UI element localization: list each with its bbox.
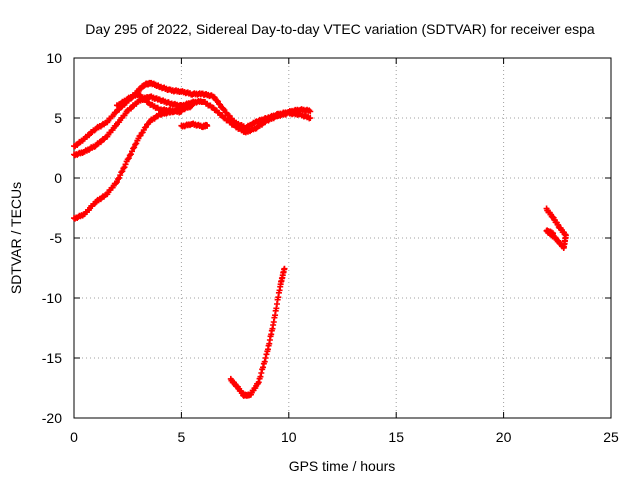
x-axis-label: GPS time / hours xyxy=(289,458,396,474)
data-point xyxy=(260,364,267,371)
y-tick-label: -5 xyxy=(50,230,63,246)
series-trace-f xyxy=(227,265,288,399)
y-tick-label: 5 xyxy=(54,110,62,126)
data-point xyxy=(124,156,131,163)
x-tick-label: 10 xyxy=(281,429,297,445)
data-points xyxy=(71,79,569,399)
data-point xyxy=(116,174,123,181)
data-point xyxy=(263,351,270,358)
x-tick-label: 25 xyxy=(603,429,619,445)
data-point xyxy=(131,144,138,151)
data-point xyxy=(119,168,126,175)
grid xyxy=(74,58,611,418)
data-point xyxy=(257,373,264,380)
data-point xyxy=(115,176,122,183)
data-point xyxy=(130,145,137,152)
data-point xyxy=(120,165,127,172)
y-tick-label: -20 xyxy=(42,410,62,426)
data-point xyxy=(122,161,129,168)
data-point xyxy=(117,172,124,179)
data-point xyxy=(132,141,139,148)
data-point xyxy=(121,164,128,171)
y-tick-label: -15 xyxy=(42,350,62,366)
data-point xyxy=(306,107,313,114)
x-tick-label: 5 xyxy=(178,429,186,445)
data-point xyxy=(125,155,132,162)
data-point xyxy=(261,358,268,365)
data-point xyxy=(204,122,211,129)
series-trace-g xyxy=(543,205,569,251)
data-point xyxy=(258,370,265,376)
y-tick-label: -10 xyxy=(42,290,62,306)
data-point xyxy=(262,355,269,361)
data-point xyxy=(118,169,125,176)
axis-ticks: 0 5 10 15 20 25 -20 -15 -10 -5 0 5 10 xyxy=(42,50,619,445)
data-point xyxy=(255,379,262,386)
data-point xyxy=(188,103,195,110)
data-point xyxy=(127,151,134,158)
y-axis-label: SDTVAR / TECUs xyxy=(8,182,24,294)
data-point xyxy=(307,108,314,115)
series-trace-d xyxy=(178,120,211,131)
data-point xyxy=(133,140,140,147)
y-tick-label: 0 xyxy=(54,170,62,186)
data-point xyxy=(307,115,314,121)
x-tick-label: 0 xyxy=(70,429,78,445)
data-point xyxy=(113,178,120,185)
data-point xyxy=(550,230,557,237)
data-point xyxy=(126,152,133,159)
x-tick-label: 15 xyxy=(388,429,404,445)
chart-title: Day 295 of 2022, Sidereal Day-to-day VTE… xyxy=(85,21,595,37)
data-point xyxy=(189,102,196,109)
x-tick-label: 20 xyxy=(496,429,512,445)
series-trace-e xyxy=(71,102,196,222)
data-point xyxy=(128,148,135,155)
data-point xyxy=(281,265,288,272)
y-tick-label: 10 xyxy=(46,50,62,66)
